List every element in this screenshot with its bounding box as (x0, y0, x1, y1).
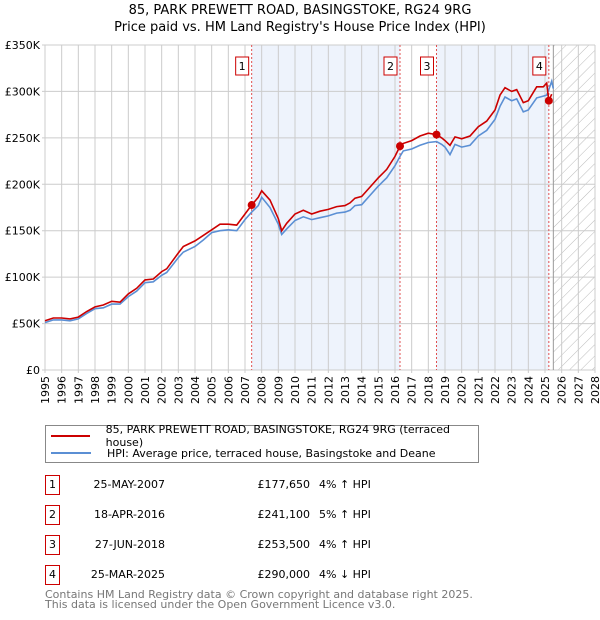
x-tick-label: 1998 (89, 376, 102, 404)
sale-point (247, 201, 256, 210)
x-tick-label: 2020 (456, 376, 469, 404)
x-tick-label: 2021 (472, 376, 485, 404)
x-tick-label: 1997 (72, 376, 85, 404)
sale-label: 4 (536, 60, 543, 73)
sale-label-box (235, 56, 250, 76)
x-tick-label: 2002 (156, 376, 169, 404)
sale-date: 18-APR-2016 (93, 508, 165, 521)
legend-item-hpi: HPI: Average price, terraced house, Basi… (46, 445, 435, 461)
hpi-diff: 4% ↑ HPI (319, 478, 371, 491)
x-tick-label: 2023 (506, 376, 519, 404)
property-price-line (44, 81, 553, 322)
sale-point (396, 142, 404, 151)
x-tick-label: 2017 (406, 376, 419, 404)
y-tick-label: £150K (5, 225, 41, 238)
sale-date: 27-JUN-2018 (94, 538, 165, 551)
legend-swatch-blue (51, 452, 91, 454)
sale-marker-label: 4 (45, 565, 60, 585)
y-tick-label: £250K (5, 132, 41, 145)
x-tick-label: 2009 (272, 376, 285, 404)
x-tick-label: 2006 (222, 376, 235, 404)
x-tick-label: 2016 (389, 376, 402, 404)
x-tick-label: 2011 (306, 376, 319, 404)
chart-subtitle: Price paid vs. HM Land Registry's House … (114, 20, 486, 35)
footer: Contains HM Land Registry data © Crown c… (45, 588, 473, 611)
x-tick-label: 1995 (39, 376, 52, 404)
sale-marker-label: 3 (45, 535, 60, 555)
shaded-period (251, 45, 400, 370)
x-tick-label: 1996 (56, 376, 69, 404)
y-tick-label: £0 (26, 364, 40, 377)
sale-marker-label: 2 (45, 505, 60, 525)
x-tick-label: 2000 (122, 376, 135, 404)
hpi-diff: 5% ↑ HPI (319, 508, 371, 521)
sale-price: £290,000 (257, 568, 311, 581)
x-tick-label: 2024 (522, 376, 535, 404)
x-tick-label: 2013 (339, 376, 352, 404)
x-tick-label: 2001 (139, 376, 152, 404)
sale-label-box (532, 56, 547, 76)
legend-label: 85, PARK PREWETT ROAD, BASINGSTOKE, RG24… (105, 423, 450, 449)
legend: 85, PARK PREWETT ROAD, BASINGSTOKE, RG24… (45, 423, 479, 463)
sale-point (544, 96, 553, 105)
footer-copyright: Contains HM Land Registry data © Crown c… (45, 588, 473, 601)
x-tick-label: 2005 (206, 376, 219, 404)
forecast-hatch (553, 45, 595, 370)
y-tick-label: £200K (5, 178, 41, 191)
x-tick-label: 2007 (239, 376, 252, 404)
x-tick-label: 2015 (372, 376, 385, 404)
sale-label: 3 (424, 60, 431, 73)
legend-swatch-red (51, 435, 90, 437)
chart-title: 85, PARK PREWETT ROAD, BASINGSTOKE, RG24… (128, 3, 472, 18)
x-tick-label: 2014 (356, 376, 369, 404)
table-row: 4 25-MAR-2025 £290,000 4% ↓ HPI (45, 565, 445, 585)
y-tick-label: £50K (12, 318, 41, 331)
x-tick-label: 2008 (256, 376, 269, 404)
sale-price: £177,650 (257, 478, 311, 491)
table-row: 3 27-JUN-2018 £253,500 4% ↑ HPI (45, 535, 445, 555)
sale-label: 1 (239, 60, 246, 73)
sale-date: 25-MAY-2007 (93, 478, 165, 491)
sale-price: £253,500 (257, 538, 311, 551)
legend-label: HPI: Average price, terraced house, Basi… (107, 446, 436, 460)
footer-licence: This data is licensed under the Open Gov… (45, 598, 396, 611)
x-tick-label: 2025 (539, 376, 552, 404)
hpi-line (44, 78, 555, 324)
x-tick-label: 2012 (322, 376, 335, 404)
x-tick-label: 2003 (172, 376, 185, 404)
sale-label-box (420, 56, 434, 76)
legend-item-property: 85, PARK PREWETT ROAD, BASINGSTOKE, RG24… (46, 423, 478, 449)
y-tick-label: £100K (5, 271, 41, 284)
hpi-diff: 4% ↑ HPI (319, 538, 371, 551)
sale-marker-label: 1 (45, 475, 60, 495)
y-tick-label: £300K (5, 85, 41, 98)
x-tick-label: 2022 (489, 376, 502, 404)
x-tick-label: 2027 (572, 376, 585, 404)
x-tick-label: 2010 (289, 376, 302, 404)
sale-label-box (383, 56, 398, 76)
x-tick-label: 2019 (439, 376, 452, 404)
sale-point (432, 130, 441, 139)
x-tick-label: 1999 (106, 376, 119, 404)
sale-date: 25-MAR-2025 (90, 568, 165, 581)
price-chart: 1995 1996 1997 1998 1999 2000 2001 2002 2003 2004… (5, 39, 600, 404)
x-tick-label: 2004 (189, 376, 202, 404)
table-row: 1 25-MAY-2007 £177,650 4% ↑ HPI (45, 475, 445, 495)
hpi-diff: 4% ↓ HPI (319, 568, 371, 581)
table-row: 2 18-APR-2016 £241,100 5% ↑ HPI (45, 505, 445, 525)
x-tick-label: 2028 (589, 376, 600, 404)
y-tick-label: £350K (5, 39, 41, 52)
x-tick-label: 2026 (556, 376, 569, 404)
sale-label: 2 (387, 60, 394, 73)
x-tick-label: 2018 (422, 376, 435, 404)
sale-price: £241,100 (257, 508, 311, 521)
